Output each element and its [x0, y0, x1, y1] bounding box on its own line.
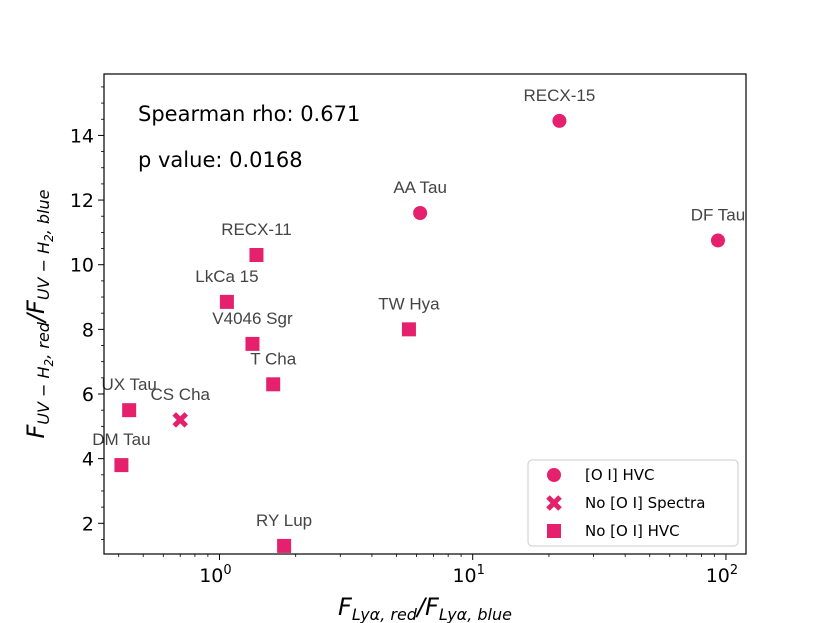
data-point: [710, 233, 725, 248]
point-label: DM Tau: [92, 430, 150, 449]
pvalue-stat: p value: 0.0168: [138, 148, 303, 172]
legend-marker: [547, 524, 561, 538]
legend-marker: [546, 495, 562, 511]
data-point: [172, 412, 189, 428]
x-tick-label: 102: [706, 563, 738, 587]
legend-label: No [O I] HVC: [585, 522, 680, 540]
data-point: [122, 403, 137, 418]
point-labels: RECX-15 AA Tau DF Tau CS Cha RECX-11 LkCa 15 V…: [92, 86, 745, 530]
plot-frame: [103, 73, 747, 555]
data-point: [114, 458, 129, 473]
data-point: [249, 248, 264, 263]
point-label: TW Hya: [378, 294, 440, 313]
data-point: [219, 294, 234, 309]
point-label: V4046 Sgr: [212, 309, 293, 328]
legend-marker: [547, 468, 561, 482]
y-tick-label: 12: [70, 190, 94, 212]
legend: [O I] HVC No [O I] Spectra No [O I] HVC: [527, 459, 739, 547]
x-tick-label: 100: [199, 563, 231, 587]
y-tick-label: 14: [70, 125, 94, 147]
data-point: [245, 336, 260, 351]
data-point: [413, 205, 428, 220]
data-point: [277, 538, 292, 553]
y-tick-label: 4: [82, 449, 94, 471]
legend-label: No [O I] Spectra: [585, 494, 705, 512]
point-label: LkCa 15: [195, 267, 258, 286]
data-point: [266, 377, 281, 392]
data-point: [401, 322, 416, 337]
y-tick-label: 8: [82, 319, 94, 341]
y-tick-label: 10: [70, 255, 94, 277]
point-label: AA Tau: [393, 178, 447, 197]
axis-ticks: 2 4 6 8 10 12 14 100 101 102: [70, 86, 738, 587]
point-label: CS Cha: [150, 385, 210, 404]
x-tick-label: 101: [452, 563, 484, 587]
spearman-stat: Spearman rho: 0.671: [138, 102, 360, 126]
legend-label: [O I] HVC: [585, 466, 655, 484]
point-label: UX Tau: [101, 375, 156, 394]
point-label: RY Lup: [256, 511, 312, 530]
data-point: [552, 113, 567, 128]
y-tick-label: 2: [82, 513, 94, 535]
y-tick-label: 6: [82, 384, 94, 406]
point-label: RECX-15: [524, 86, 596, 105]
y-axis-label: FUV − H2, red/FUV − H2, blue: [22, 189, 56, 438]
data-points: [114, 113, 725, 553]
point-label: DF Tau: [691, 205, 746, 224]
point-label: RECX-11: [221, 220, 292, 239]
legend-box: [527, 459, 739, 547]
point-label: T Cha: [250, 349, 297, 368]
x-axis-label: FLyα, red/FLyα, blue: [338, 593, 512, 623]
